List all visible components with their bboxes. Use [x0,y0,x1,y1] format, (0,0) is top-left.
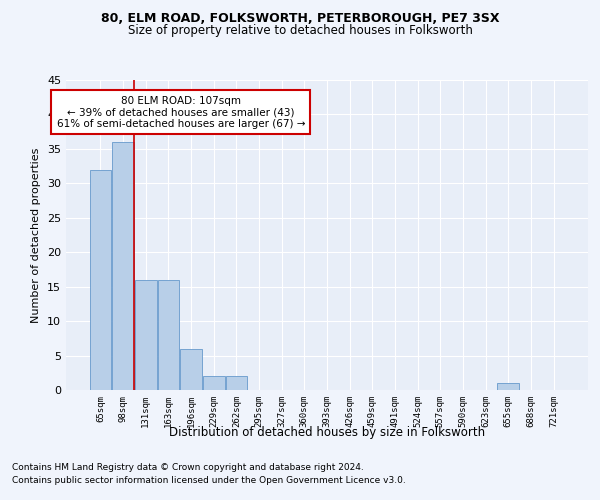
Text: 80, ELM ROAD, FOLKSWORTH, PETERBOROUGH, PE7 3SX: 80, ELM ROAD, FOLKSWORTH, PETERBOROUGH, … [101,12,499,26]
Bar [226,376,247,390]
Bar [112,142,134,390]
Bar [497,383,519,390]
Text: Size of property relative to detached houses in Folksworth: Size of property relative to detached ho… [128,24,472,37]
Bar [203,376,224,390]
Bar [135,280,157,390]
Y-axis label: Number of detached properties: Number of detached properties [31,148,41,322]
Bar [181,348,202,390]
Bar [158,280,179,390]
Bar [90,170,111,390]
Text: Contains HM Land Registry data © Crown copyright and database right 2024.: Contains HM Land Registry data © Crown c… [12,464,364,472]
Text: Contains public sector information licensed under the Open Government Licence v3: Contains public sector information licen… [12,476,406,485]
Text: 80 ELM ROAD: 107sqm
← 39% of detached houses are smaller (43)
61% of semi-detach: 80 ELM ROAD: 107sqm ← 39% of detached ho… [56,96,305,128]
Text: Distribution of detached houses by size in Folksworth: Distribution of detached houses by size … [169,426,485,439]
